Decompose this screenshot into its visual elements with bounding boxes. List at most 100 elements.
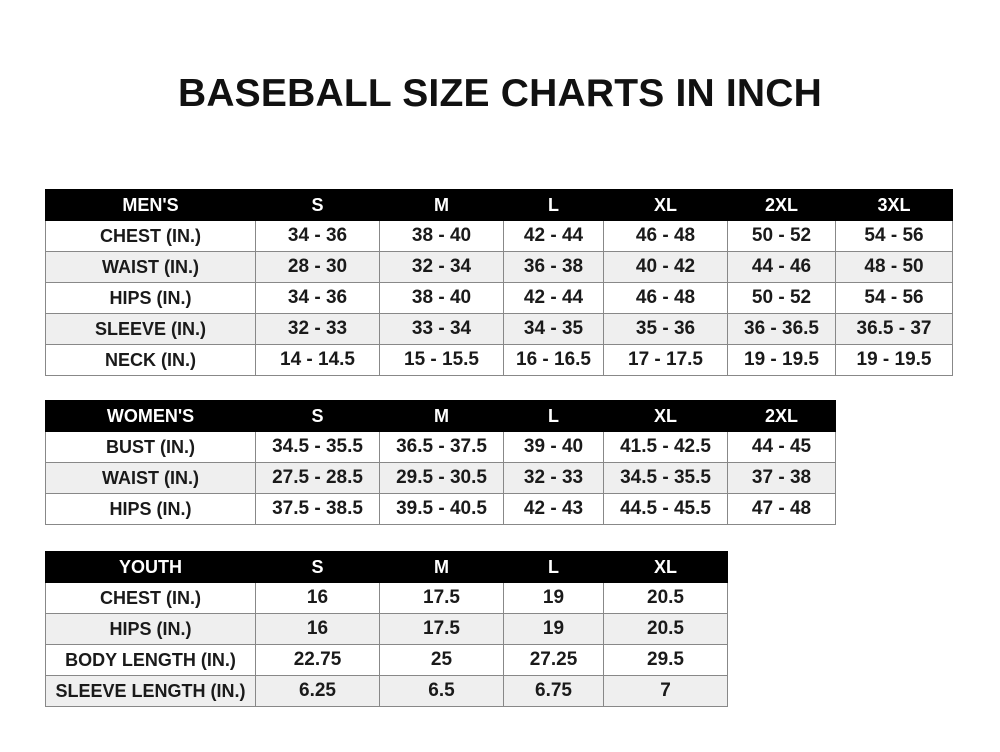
table-row: HIPS (IN.) 34 - 36 38 - 40 42 - 44 46 - 48 50… [45, 282, 953, 314]
table-row: NECK (IN.) 14 - 14.5 15 - 15.5 16 - 16.5 17 … [45, 344, 953, 376]
size-value: 34 - 36 [255, 220, 380, 252]
mens-size-table: MEN'S S M L XL 2XL 3XL CHEST (IN.) 34 - 36 38 - 4… [45, 189, 953, 376]
size-value: 36.5 - 37.5 [379, 431, 504, 463]
size-value: 46 - 48 [603, 220, 728, 252]
size-header: XL [603, 400, 728, 432]
size-value: 22.75 [255, 644, 380, 676]
measurement-label: WAIST (IN.) [45, 462, 256, 494]
measurement-label: BODY LENGTH (IN.) [45, 644, 256, 676]
size-value: 29.5 [603, 644, 728, 676]
size-header: S [255, 551, 380, 583]
size-value: 39 - 40 [503, 431, 604, 463]
size-value: 20.5 [603, 613, 728, 645]
page-title: BASEBALL SIZE CHARTS IN INCH [177, 72, 823, 115]
size-value: 46 - 48 [603, 282, 728, 314]
size-value: 14 - 14.5 [255, 344, 380, 376]
size-value: 19 [503, 613, 604, 645]
size-value: 6.75 [503, 675, 604, 707]
size-value: 16 - 16.5 [503, 344, 604, 376]
size-value: 54 - 56 [835, 282, 953, 314]
measurement-label: CHEST (IN.) [45, 220, 256, 252]
size-value: 36 - 36.5 [727, 313, 836, 345]
size-header: XL [603, 189, 728, 221]
size-value: 15 - 15.5 [379, 344, 504, 376]
header-row: YOUTH S M L XL [45, 551, 728, 583]
size-value: 28 - 30 [255, 251, 380, 283]
measurement-label: WAIST (IN.) [45, 251, 256, 283]
size-value: 25 [379, 644, 504, 676]
size-header: 2XL [727, 400, 836, 432]
size-header: L [503, 400, 604, 432]
header-row: WOMEN'S S M L XL 2XL [45, 400, 836, 432]
table-row: HIPS (IN.) 16 17.5 19 20.5 [45, 613, 728, 645]
header-row: MEN'S S M L XL 2XL 3XL [45, 189, 953, 221]
size-value: 37 - 38 [727, 462, 836, 494]
table-row: SLEEVE LENGTH (IN.) 6.25 6.5 6.75 7 [45, 675, 728, 707]
measurement-label: HIPS (IN.) [45, 493, 256, 525]
size-value: 34.5 - 35.5 [603, 462, 728, 494]
size-value: 40 - 42 [603, 251, 728, 283]
size-value: 27.5 - 28.5 [255, 462, 380, 494]
table-row: HIPS (IN.) 37.5 - 38.5 39.5 - 40.5 42 - 43 4… [45, 493, 836, 525]
table-row: BODY LENGTH (IN.) 22.75 25 27.25 29.5 [45, 644, 728, 676]
size-header: 3XL [835, 189, 953, 221]
table-row: BUST (IN.) 34.5 - 35.5 36.5 - 37.5 39 - 40 4… [45, 431, 836, 463]
measurement-label: NECK (IN.) [45, 344, 256, 376]
size-value: 34 - 35 [503, 313, 604, 345]
measurement-label: BUST (IN.) [45, 431, 256, 463]
category-header: WOMEN'S [45, 400, 256, 432]
size-value: 42 - 43 [503, 493, 604, 525]
size-value: 27.25 [503, 644, 604, 676]
size-header: 2XL [727, 189, 836, 221]
measurement-label: SLEEVE LENGTH (IN.) [45, 675, 256, 707]
size-value: 35 - 36 [603, 313, 728, 345]
size-header: S [255, 400, 380, 432]
table-row: CHEST (IN.) 34 - 36 38 - 40 42 - 44 46 - 48 5… [45, 220, 953, 252]
size-header: M [379, 400, 504, 432]
size-value: 41.5 - 42.5 [603, 431, 728, 463]
measurement-label: CHEST (IN.) [45, 582, 256, 614]
size-value: 19 - 19.5 [835, 344, 953, 376]
size-value: 39.5 - 40.5 [379, 493, 504, 525]
size-value: 38 - 40 [379, 220, 504, 252]
size-header: XL [603, 551, 728, 583]
size-value: 16 [255, 613, 380, 645]
size-value: 6.25 [255, 675, 380, 707]
size-value: 34.5 - 35.5 [255, 431, 380, 463]
size-value: 38 - 40 [379, 282, 504, 314]
size-value: 7 [603, 675, 728, 707]
size-value: 32 - 34 [379, 251, 504, 283]
size-header: M [379, 189, 504, 221]
table-row: CHEST (IN.) 16 17.5 19 20.5 [45, 582, 728, 614]
size-value: 6.5 [379, 675, 504, 707]
category-header: YOUTH [45, 551, 256, 583]
size-value: 37.5 - 38.5 [255, 493, 380, 525]
size-value: 17 - 17.5 [603, 344, 728, 376]
size-value: 50 - 52 [727, 282, 836, 314]
table-row: SLEEVE (IN.) 32 - 33 33 - 34 34 - 35 35 - 36… [45, 313, 953, 345]
size-value: 17.5 [379, 613, 504, 645]
youth-size-table: YOUTH S M L XL CHEST (IN.) 16 17.5 19 20.5 HIPS (I… [45, 551, 728, 707]
size-value: 32 - 33 [255, 313, 380, 345]
size-value: 50 - 52 [727, 220, 836, 252]
size-value: 19 [503, 582, 604, 614]
size-header: L [503, 189, 604, 221]
size-header: M [379, 551, 504, 583]
size-value: 17.5 [379, 582, 504, 614]
size-value: 36.5 - 37 [835, 313, 953, 345]
size-value: 44 - 45 [727, 431, 836, 463]
size-value: 47 - 48 [727, 493, 836, 525]
size-value: 42 - 44 [503, 282, 604, 314]
size-value: 19 - 19.5 [727, 344, 836, 376]
size-header: L [503, 551, 604, 583]
size-value: 20.5 [603, 582, 728, 614]
womens-size-table: WOMEN'S S M L XL 2XL BUST (IN.) 34.5 - 35.5 36.5… [45, 400, 836, 525]
table-row: WAIST (IN.) 27.5 - 28.5 29.5 - 30.5 32 - 33… [45, 462, 836, 494]
size-header: S [255, 189, 380, 221]
size-value: 34 - 36 [255, 282, 380, 314]
size-value: 16 [255, 582, 380, 614]
measurement-label: HIPS (IN.) [45, 282, 256, 314]
size-value: 54 - 56 [835, 220, 953, 252]
measurement-label: SLEEVE (IN.) [45, 313, 256, 345]
measurement-label: HIPS (IN.) [45, 613, 256, 645]
